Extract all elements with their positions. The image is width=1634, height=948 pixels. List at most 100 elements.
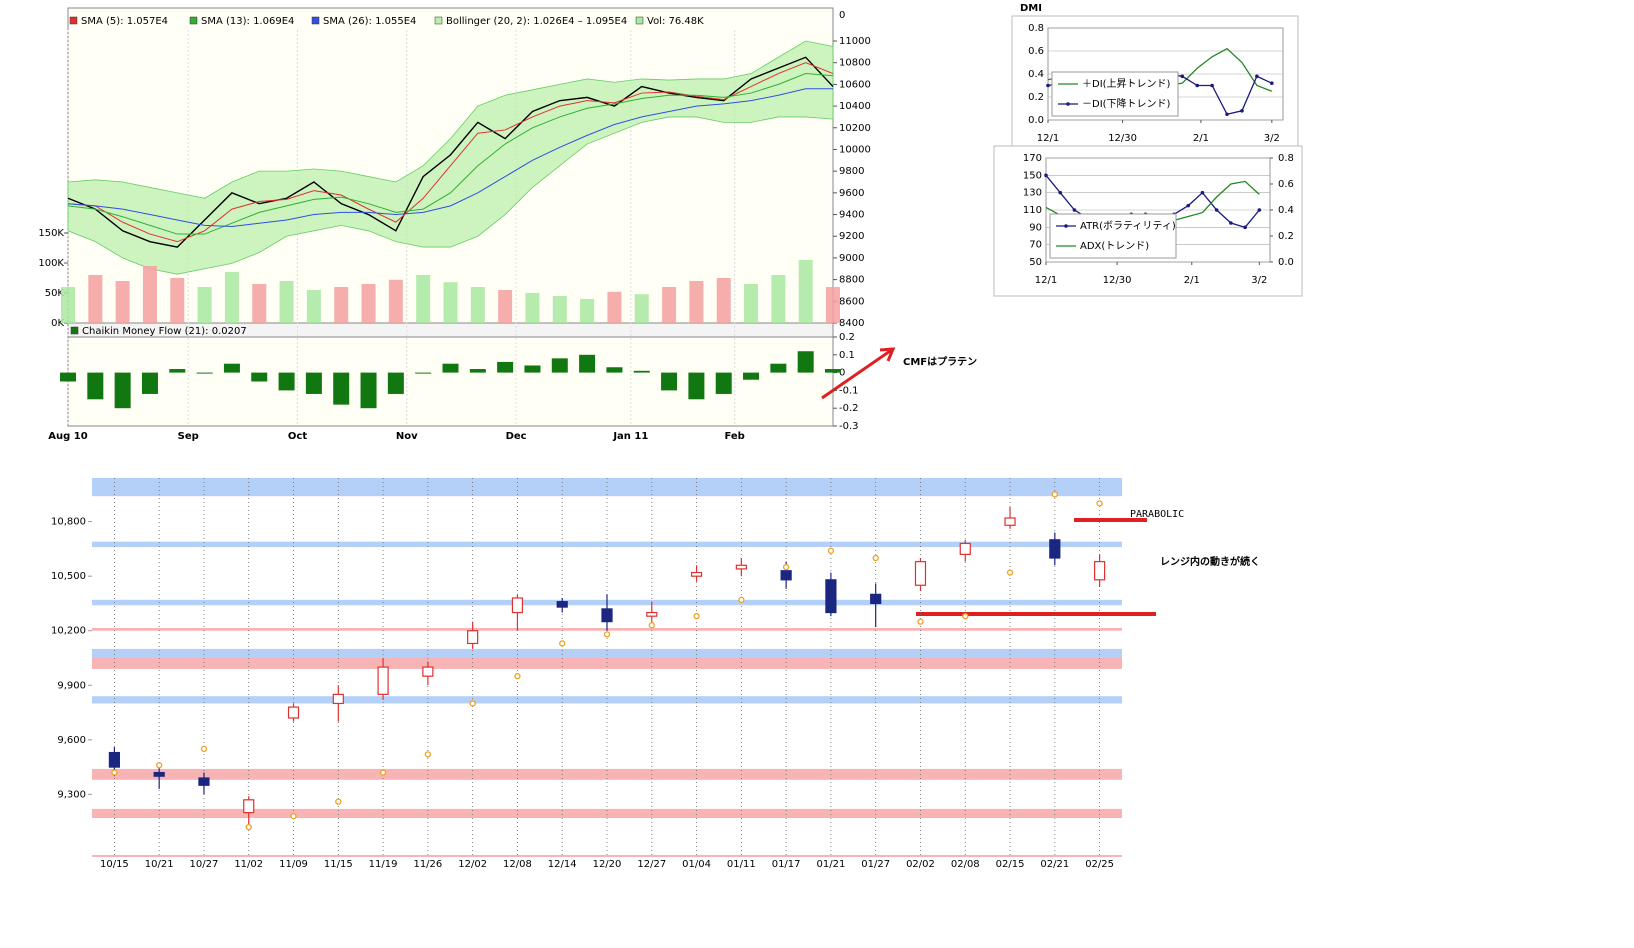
parabolic-dot <box>514 673 521 680</box>
series-marker <box>1243 225 1247 230</box>
candle-body <box>198 777 210 786</box>
cmf-bar <box>497 361 514 373</box>
y-tick-label: 0.0 <box>1028 115 1044 126</box>
series-marker <box>1270 81 1274 85</box>
parabolic-dot <box>111 769 118 776</box>
x-tick-label: 11/19 <box>369 859 398 870</box>
legend-label: ADX(トレンド) <box>1080 241 1149 252</box>
cmf-bar <box>715 372 732 394</box>
cmf-bar <box>579 354 596 373</box>
x-tick-label: 12/30 <box>1103 275 1132 286</box>
series-marker <box>1195 83 1200 88</box>
parabolic-dot <box>603 631 611 638</box>
y2-tick-label: 0.6 <box>1278 179 1294 190</box>
y-tick-label: 10800 <box>839 58 871 69</box>
y-tick-label: 0.2 <box>1028 92 1044 103</box>
candle-body <box>422 666 434 677</box>
x-tick-label: 01/04 <box>682 859 711 870</box>
volume-bar <box>662 287 677 323</box>
x-tick-label: 02/25 <box>1085 859 1114 870</box>
y-tick-label: 9400 <box>839 210 864 221</box>
cmf-bar <box>305 372 322 394</box>
y-tick-label: 0.4 <box>1028 69 1044 80</box>
cmf-bar <box>551 358 568 373</box>
x-tick-label: 01/21 <box>816 859 845 870</box>
volume-bar <box>716 278 731 323</box>
y-tick-label: 0.1 <box>839 350 855 361</box>
y-tick-label: 110 <box>1023 205 1042 216</box>
price-zone <box>92 541 1122 548</box>
price-line <box>67 73 834 235</box>
series-marker <box>1200 190 1205 195</box>
candle-body <box>735 564 747 570</box>
x-tick-label: 10/15 <box>100 859 129 870</box>
annotation: レンジ内の動きが続く <box>1160 555 1260 568</box>
volume-bar <box>498 290 513 323</box>
legend-swatch <box>311 16 320 25</box>
series-marker <box>1229 221 1233 225</box>
parabolic-dot <box>379 769 387 776</box>
x-tick-label: 02/15 <box>996 859 1025 870</box>
cmf-bar <box>169 369 186 373</box>
candle-body <box>825 579 837 614</box>
parabolic-dot <box>559 640 566 647</box>
volume-bar <box>361 284 376 323</box>
y-tick-label: 9,300 <box>57 789 86 800</box>
y2-tick-label: 0K <box>51 318 64 329</box>
cmf-bar <box>606 367 623 373</box>
y-tick-label: 10,800 <box>51 517 86 528</box>
x-tick-label: 01/27 <box>861 859 890 870</box>
candle-body <box>287 706 300 719</box>
y-tick-label: 8800 <box>839 275 864 286</box>
candle-body <box>959 542 971 555</box>
y-tick-label: 10000 <box>839 144 871 155</box>
candle-body <box>646 611 658 617</box>
y-tick-label: -0.1 <box>839 385 859 396</box>
parabolic-label: PARABOLIC <box>1130 509 1184 520</box>
candle-body <box>1049 539 1061 559</box>
x-tick-label: 11/15 <box>324 859 353 870</box>
x-tick-label: Dec <box>506 431 527 442</box>
x-tick-label: 12/1 <box>1035 275 1057 286</box>
x-tick-label: 12/1 <box>1037 133 1059 144</box>
volume-bar <box>744 284 759 323</box>
y2-tick-label: 150K <box>38 228 64 239</box>
y-tick-label: 9,600 <box>57 735 86 746</box>
y-tick-label: -0.2 <box>839 403 859 414</box>
y-tick-label: 130 <box>1023 188 1042 199</box>
parabolic-dot <box>1051 491 1058 498</box>
y-tick-label: 150 <box>1023 170 1042 181</box>
volume-bar <box>634 294 649 323</box>
legend-box <box>1049 213 1177 259</box>
x-tick-label: 12/30 <box>1108 133 1137 144</box>
y2-tick-label: 0.8 <box>1278 153 1294 164</box>
legend-label: Chaikin Money Flow (21): 0.0207 <box>82 326 247 337</box>
series-marker <box>1186 203 1191 208</box>
x-tick-label: 2/1 <box>1184 275 1200 286</box>
series-marker <box>1180 74 1185 79</box>
y-tick-label: -0.3 <box>839 421 859 432</box>
series-marker <box>1058 190 1063 195</box>
volume-bar <box>224 272 239 323</box>
legend-label: Vol: 76.48K <box>647 16 704 27</box>
price-zone <box>92 658 1122 669</box>
x-tick-label: 2/1 <box>1193 133 1209 144</box>
volume-bar <box>525 293 540 323</box>
x-tick-label: Sep <box>178 431 199 442</box>
y-tick-label: 10200 <box>839 123 871 134</box>
x-tick-label: Nov <box>396 431 418 442</box>
legend-label: Bollinger (20, 2): 1.026E4 – 1.095E4 <box>446 16 627 27</box>
legend-label: ＋DI(上昇トレンド) <box>1082 78 1171 90</box>
volume-bar <box>689 281 704 323</box>
series-marker <box>1240 109 1244 113</box>
series-marker <box>1214 208 1219 212</box>
y2-tick-label: 0.2 <box>1278 231 1294 242</box>
parabolic-dot <box>245 823 252 831</box>
x-tick-label: 02/08 <box>951 859 980 870</box>
candle-body <box>108 751 120 768</box>
volume-bar <box>416 275 431 323</box>
volume-bar <box>170 278 185 323</box>
candle-body <box>601 608 613 623</box>
legend-label: －DI(下降トレンド) <box>1082 97 1171 110</box>
legend-box <box>1051 71 1179 117</box>
